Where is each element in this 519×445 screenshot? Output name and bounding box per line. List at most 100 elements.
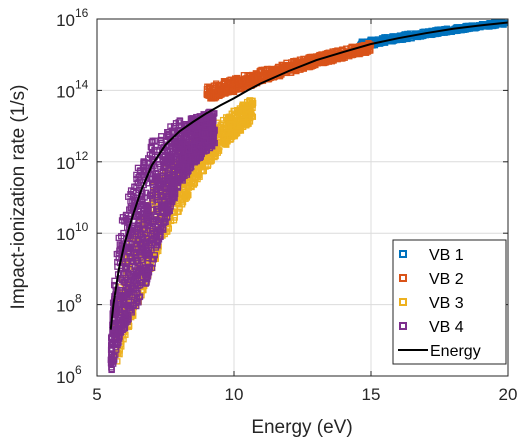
data-point: [167, 123, 174, 130]
y-tick-label-exponent: 6: [75, 363, 82, 377]
data-point: [308, 63, 315, 70]
x-axis-label: Energy (eV): [251, 417, 352, 438]
data-point: [147, 191, 154, 198]
data-point: [142, 280, 149, 287]
data-point: [122, 214, 130, 222]
legend-entry-label: VB 4: [429, 319, 464, 336]
data-point: [109, 330, 116, 338]
data-point: [179, 201, 186, 208]
data-point: [256, 76, 263, 83]
data-point: [158, 133, 165, 140]
data-point: [181, 184, 188, 191]
y-tick-label-base: 10: [56, 368, 75, 387]
data-point: [157, 221, 164, 228]
data-point: [230, 107, 237, 115]
data-point: [261, 70, 268, 77]
data-point: [214, 149, 221, 156]
legend-entry-label: VB 2: [429, 271, 464, 288]
data-point: [296, 56, 304, 63]
y-tick-label-exponent: 8: [75, 292, 82, 306]
data-point: [125, 303, 132, 310]
data-point: [203, 91, 210, 98]
data-point: [170, 175, 177, 182]
data-point: [133, 171, 140, 178]
data-point: [141, 221, 148, 228]
data-point: [203, 119, 210, 127]
data-point: [185, 121, 192, 129]
data-point: [168, 142, 175, 150]
data-point: [199, 168, 206, 175]
data-point: [136, 227, 143, 234]
data-point: [169, 163, 177, 170]
data-point: [175, 145, 182, 153]
data-point: [159, 194, 166, 201]
data-point: [327, 57, 334, 65]
data-point: [200, 131, 207, 139]
data-point: [158, 146, 166, 153]
data-point: [201, 130, 209, 137]
data-point: [110, 357, 117, 365]
data-point: [290, 58, 297, 65]
legend-entry-label: VB 1: [429, 247, 464, 264]
data-point: [205, 155, 212, 163]
data-point: [124, 313, 131, 321]
data-point: [121, 293, 128, 300]
data-point: [124, 292, 131, 299]
data-point: [209, 131, 217, 139]
data-point: [238, 77, 246, 84]
data-point: [152, 169, 160, 177]
data-point: [159, 167, 166, 174]
data-point: [365, 47, 372, 54]
series-vb-4: [107, 108, 218, 374]
legend-square-marker: [399, 322, 407, 330]
legend-square-marker: [399, 250, 407, 258]
data-point: [133, 249, 140, 256]
data-point: [240, 102, 248, 109]
data-point: [118, 233, 125, 240]
data-point: [425, 28, 432, 35]
data-point: [334, 56, 341, 63]
data-point: [246, 118, 254, 125]
data-point: [159, 174, 166, 182]
data-point: [164, 133, 171, 140]
data-point: [202, 123, 209, 131]
line-layer: [109, 21, 509, 330]
data-point: [183, 169, 190, 176]
data-point: [165, 190, 173, 197]
data-point: [252, 70, 260, 77]
data-point: [137, 254, 144, 261]
data-point: [139, 198, 146, 206]
y-tick-label-base: 10: [56, 154, 75, 173]
data-point: [167, 197, 174, 204]
legend-entry-label: Energy: [430, 343, 481, 360]
data-point: [144, 226, 151, 234]
data-point: [228, 135, 235, 142]
data-point: [150, 229, 157, 237]
data-point: [149, 179, 156, 186]
data-point: [108, 366, 115, 373]
data-point: [171, 186, 179, 194]
data-point: [133, 286, 140, 293]
data-point: [142, 189, 150, 196]
legend: VB 1 VB 2 VB 3 VB 4 Energy: [392, 239, 507, 365]
data-point: [145, 246, 153, 253]
data-point: [153, 234, 161, 241]
data-point: [245, 82, 253, 90]
data-point: [144, 180, 152, 187]
y-tick-label-base: 10: [56, 297, 75, 316]
data-point: [289, 61, 297, 68]
data-point: [157, 233, 164, 240]
data-point: [158, 193, 165, 200]
data-point: [248, 112, 256, 119]
data-point: [157, 136, 164, 144]
data-point: [209, 124, 216, 131]
data-point: [140, 202, 147, 209]
x-tick-label: 15: [362, 385, 381, 404]
y-tick-label-base: 10: [56, 11, 75, 30]
x-tick-label: 5: [92, 385, 101, 404]
data-point: [248, 101, 256, 109]
data-point: [177, 136, 184, 143]
data-point: [144, 215, 151, 222]
